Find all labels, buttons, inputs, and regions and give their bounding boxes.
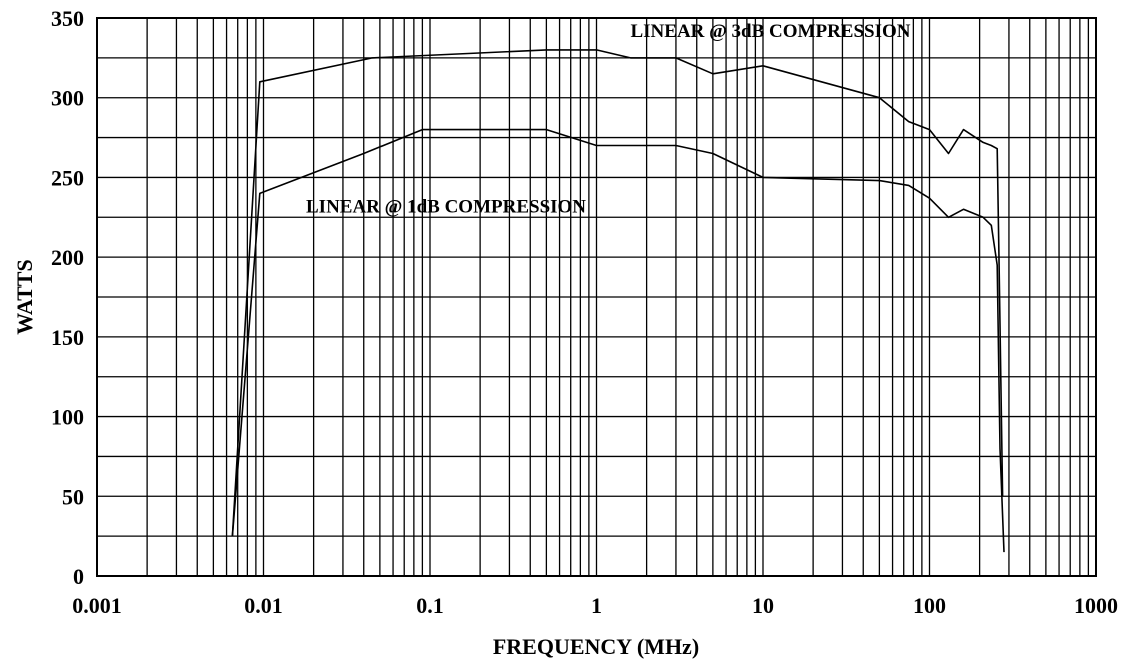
y-tick-label: 0 [73,564,84,589]
x-tick-label: 0.1 [416,593,444,618]
series-3db-compression-line [231,49,1004,537]
y-tick-label: 150 [51,325,84,350]
y-tick-label: 300 [51,86,84,111]
x-tick-label: 0.01 [244,593,283,618]
annotations: LINEAR @ 3dB COMPRESSION LINEAR @ 1dB COM… [306,21,911,217]
grid [97,18,1096,576]
y-tick-label: 50 [62,484,84,509]
annotation-1db-label: LINEAR @ 1dB COMPRESSION [306,197,586,218]
x-tick-label: 1 [591,593,602,618]
x-tick-label: 1000 [1074,593,1118,618]
y-tick-label: 350 [51,6,84,31]
series-group [231,49,1005,553]
x-axis-label: FREQUENCY (MHz) [493,634,699,659]
y-axis-label: WATTS [12,259,37,334]
y-tick-label: 100 [51,405,84,430]
y-tick-label: 200 [51,245,84,270]
x-tick-label: 0.001 [72,593,122,618]
series-1db-compression-line [231,128,1005,553]
x-tick-label: 10 [752,593,774,618]
plot-frame [96,17,1097,577]
y-tick-label: 250 [51,165,84,190]
x-tick-label: 100 [913,593,946,618]
tick-labels: 0.001 0.01 0.1 1 10 100 1000 0 50 100 150 200 250 300… [51,6,1118,618]
annotation-3db-label: LINEAR @ 3dB COMPRESSION [630,21,910,42]
